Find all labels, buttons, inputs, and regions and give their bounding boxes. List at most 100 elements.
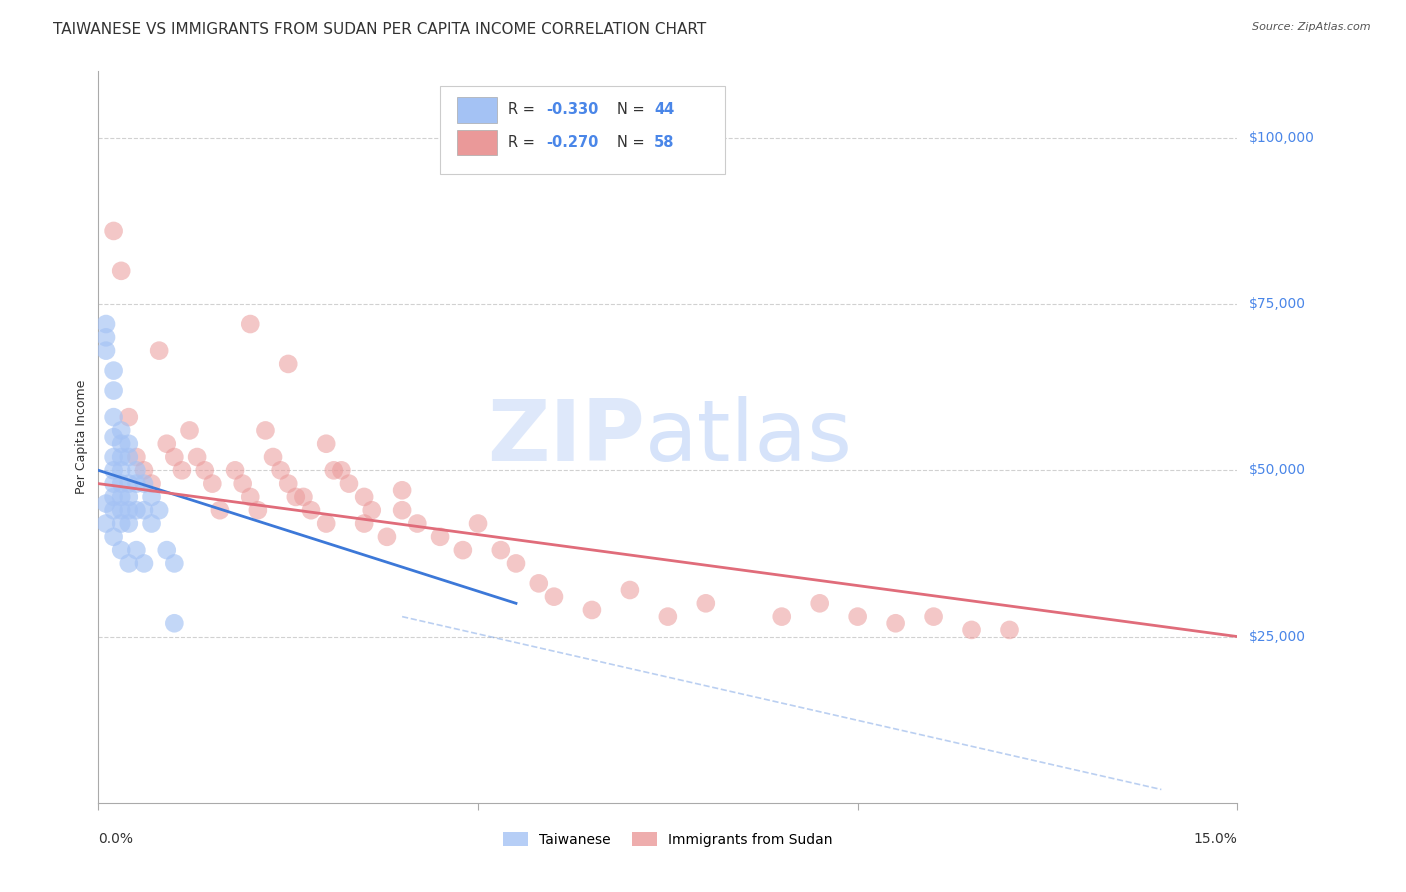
- Text: Source: ZipAtlas.com: Source: ZipAtlas.com: [1253, 22, 1371, 32]
- Point: [94, 497, 117, 511]
- Point: [118, 516, 141, 531]
- Point: [110, 450, 132, 464]
- Text: $25,000: $25,000: [1249, 630, 1305, 643]
- Point: [156, 543, 179, 558]
- Point: [315, 436, 337, 450]
- Text: N =: N =: [617, 135, 648, 150]
- Point: [125, 503, 148, 517]
- Point: [543, 590, 565, 604]
- Point: [103, 463, 125, 477]
- Point: [132, 503, 155, 517]
- Point: [94, 330, 117, 344]
- Point: [808, 596, 831, 610]
- Point: [451, 543, 474, 558]
- Point: [998, 623, 1021, 637]
- Point: [125, 463, 148, 477]
- Point: [163, 557, 186, 571]
- Point: [224, 463, 246, 477]
- Point: [110, 476, 132, 491]
- Point: [110, 436, 132, 450]
- Text: 58: 58: [654, 135, 675, 150]
- Point: [353, 516, 375, 531]
- Point: [619, 582, 641, 597]
- Point: [103, 410, 125, 425]
- Point: [110, 264, 132, 278]
- Text: atlas: atlas: [645, 395, 853, 479]
- Point: [94, 317, 117, 331]
- Point: [125, 543, 148, 558]
- Point: [103, 530, 125, 544]
- Point: [186, 450, 208, 464]
- Point: [406, 516, 429, 531]
- Point: [103, 450, 125, 464]
- Point: [163, 616, 186, 631]
- Point: [391, 503, 413, 517]
- Point: [170, 463, 193, 477]
- Point: [489, 543, 512, 558]
- Point: [103, 476, 125, 491]
- Point: [103, 224, 125, 238]
- Point: [505, 557, 527, 571]
- Point: [118, 450, 141, 464]
- Point: [132, 476, 155, 491]
- Point: [315, 516, 337, 531]
- Point: [581, 603, 603, 617]
- Point: [132, 463, 155, 477]
- Point: [527, 576, 550, 591]
- Point: [429, 530, 451, 544]
- Point: [103, 384, 125, 398]
- Point: [103, 430, 125, 444]
- Point: [246, 503, 269, 517]
- Point: [110, 516, 132, 531]
- FancyBboxPatch shape: [457, 130, 498, 155]
- Point: [103, 503, 125, 517]
- Point: [960, 623, 983, 637]
- Point: [118, 476, 141, 491]
- Point: [118, 436, 141, 450]
- Y-axis label: Per Capita Income: Per Capita Income: [75, 380, 89, 494]
- Point: [299, 503, 322, 517]
- Point: [125, 476, 148, 491]
- Point: [239, 317, 262, 331]
- Point: [94, 516, 117, 531]
- Point: [884, 616, 907, 631]
- Point: [141, 476, 163, 491]
- Point: [846, 609, 869, 624]
- Point: [179, 424, 201, 438]
- Text: -0.270: -0.270: [546, 135, 599, 150]
- Point: [353, 490, 375, 504]
- Point: [770, 609, 793, 624]
- Point: [110, 424, 132, 438]
- Point: [148, 503, 170, 517]
- Text: -0.330: -0.330: [546, 102, 599, 117]
- Point: [110, 503, 132, 517]
- Point: [141, 516, 163, 531]
- Point: [322, 463, 344, 477]
- Point: [103, 490, 125, 504]
- Text: 44: 44: [654, 102, 675, 117]
- Text: R =: R =: [509, 135, 540, 150]
- Point: [110, 490, 132, 504]
- Point: [254, 424, 277, 438]
- Point: [132, 557, 155, 571]
- Text: ZIP: ZIP: [488, 395, 645, 479]
- Legend: Taiwanese, Immigrants from Sudan: Taiwanese, Immigrants from Sudan: [503, 832, 832, 847]
- Point: [110, 543, 132, 558]
- Text: $75,000: $75,000: [1249, 297, 1305, 311]
- Point: [277, 476, 299, 491]
- Text: R =: R =: [509, 102, 540, 117]
- Point: [391, 483, 413, 498]
- Point: [125, 450, 148, 464]
- Point: [163, 450, 186, 464]
- Point: [375, 530, 398, 544]
- Point: [277, 357, 299, 371]
- Text: 0.0%: 0.0%: [98, 832, 134, 846]
- Point: [270, 463, 292, 477]
- Point: [194, 463, 217, 477]
- FancyBboxPatch shape: [440, 86, 725, 174]
- Point: [922, 609, 945, 624]
- Point: [118, 410, 141, 425]
- Point: [148, 343, 170, 358]
- Point: [201, 476, 224, 491]
- Point: [292, 490, 315, 504]
